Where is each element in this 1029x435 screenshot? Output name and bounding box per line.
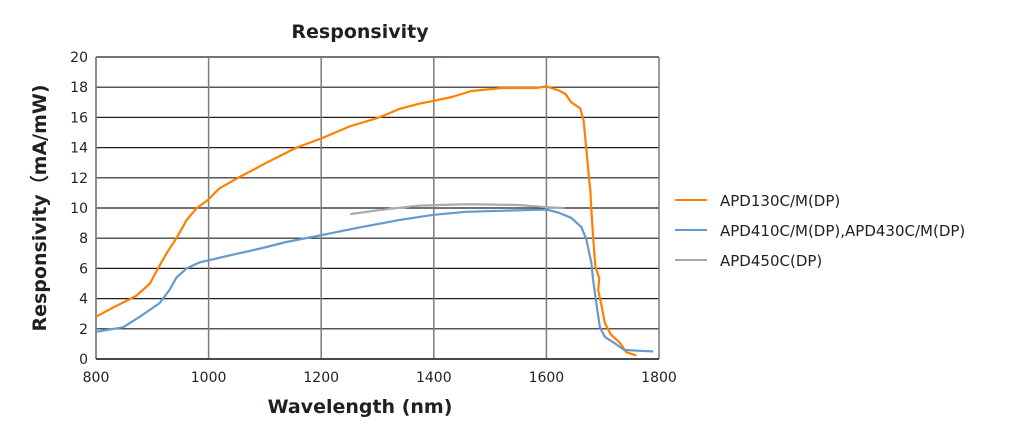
y-tick-label: 10 [70,201,88,217]
series-group [94,85,654,357]
legend-label-2: APD450C(DP) [720,252,822,270]
legend: APD130C/M(DP) APD410C/M(DP),APD430C/M(DP)… [675,192,965,270]
grid [95,56,660,360]
y-tick-label: 14 [70,141,88,157]
y-tick-label: 20 [70,50,88,66]
x-tick-label: 800 [83,370,110,386]
x-tick-label: 1400 [416,370,452,386]
tick-labels: 0 2 4 6 8 10 12 14 16 18 20 800 1000 1200 1400 1600 1800 [70,50,677,386]
y-tick-label: 0 [79,352,88,368]
legend-label-1: APD410C/M(DP),APD430C/M(DP) [720,222,965,240]
y-tick-label: 6 [79,261,88,277]
x-tick-label: 1600 [529,370,565,386]
x-tick-label: 1000 [191,370,227,386]
y-tick-label: 12 [70,171,88,187]
x-axis-label: Wavelength (nm) [268,396,453,418]
x-tick-label: 1800 [641,370,677,386]
y-tick-label: 18 [70,80,88,96]
chart-title: Responsivity [291,21,429,43]
x-tick-label: 1200 [303,370,339,386]
series-line-1 [94,208,654,353]
y-tick-label: 16 [70,110,88,126]
legend-label-0: APD130C/M(DP) [720,192,840,210]
y-tick-label: 8 [79,231,88,247]
series-line-0 [94,85,637,357]
y-axis-label: Responsivity（mA/mW) [28,84,51,331]
y-tick-label: 4 [79,292,88,308]
y-tick-label: 2 [79,322,88,338]
series-line-2 [349,203,565,216]
